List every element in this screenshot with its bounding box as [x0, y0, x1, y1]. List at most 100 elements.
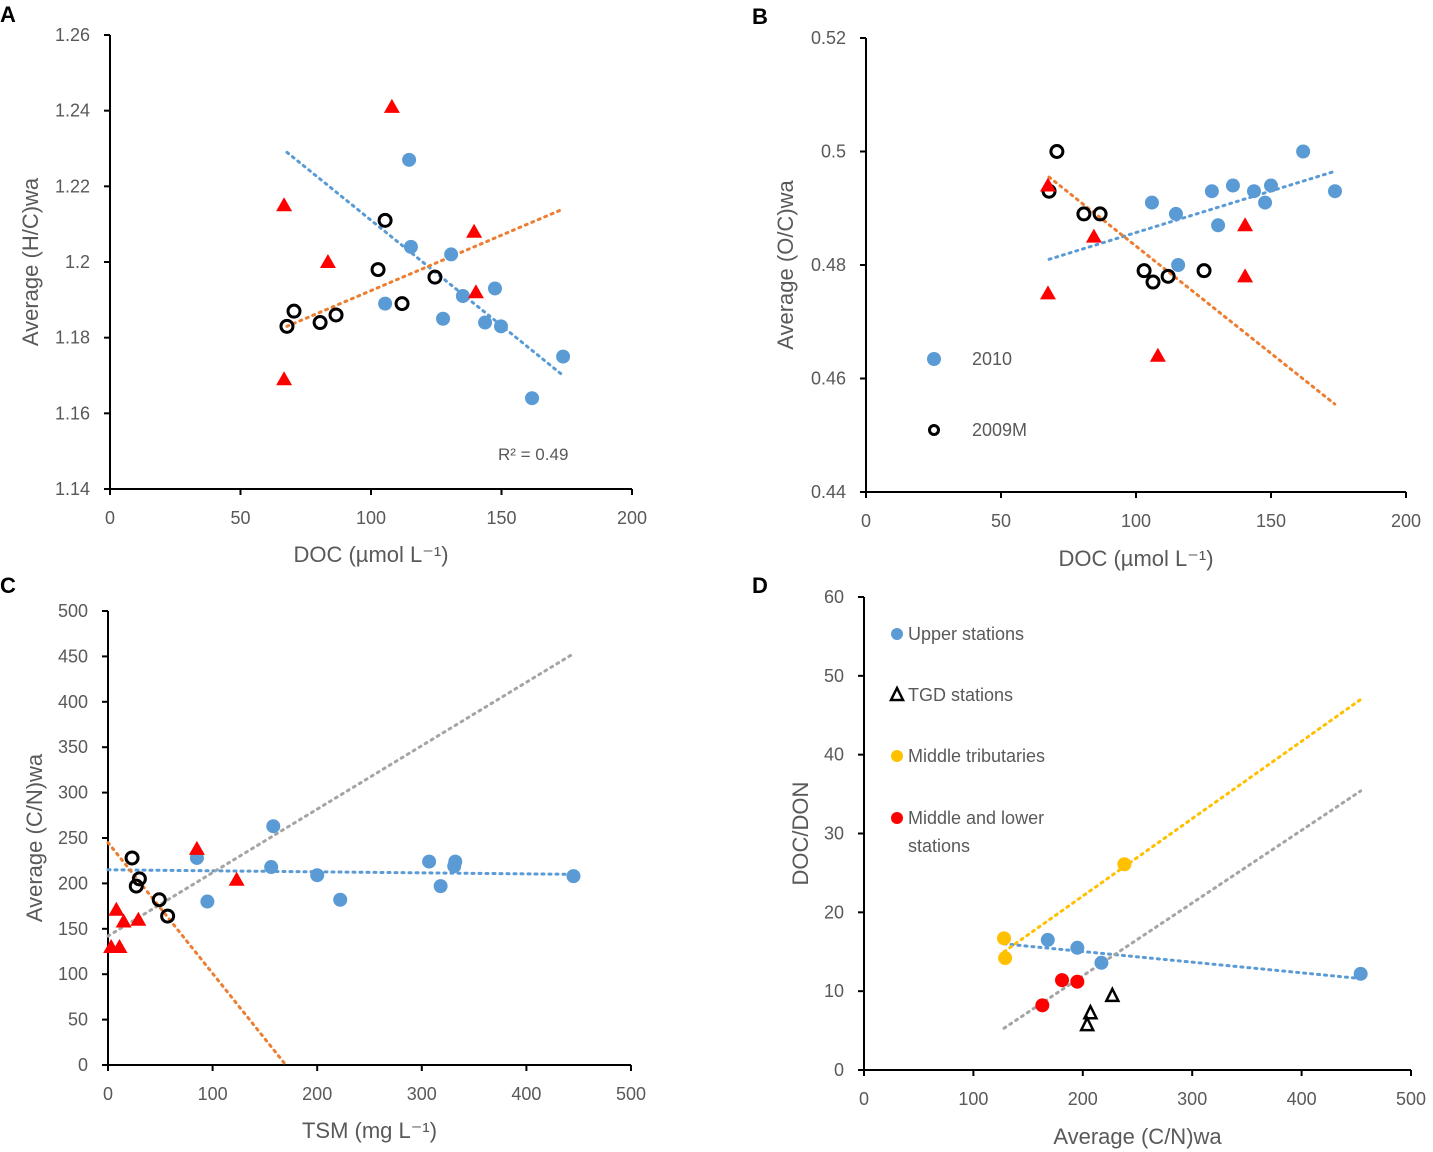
y-tick-label: 40 — [824, 745, 844, 765]
data-point-2010 — [422, 854, 437, 869]
data-point-2010 — [1171, 258, 1186, 272]
panel-C: C 0 100 200 300 400 500 0 50 100 150 200 250 300 350 40… — [0, 573, 646, 1143]
data-point-tgd-stations — [1104, 986, 1121, 1003]
data-point-triangles — [466, 223, 483, 238]
data-point-2009m — [131, 871, 147, 887]
data-point-2010 — [1258, 195, 1273, 210]
legend-marker-middle-tributaries — [891, 750, 903, 762]
x-tick-label: 500 — [1396, 1089, 1426, 1109]
y-tick-label: 0 — [78, 1055, 88, 1075]
y-tick-label: 1.26 — [55, 25, 90, 45]
data-point-2009m — [286, 303, 302, 319]
legend-marker-upper-stations — [891, 628, 903, 640]
y-axis-title: Average (H/C)wa — [18, 177, 43, 346]
x-tick-label: 100 — [356, 508, 386, 528]
y-tick-label: 50 — [68, 1010, 88, 1030]
data-point-2010 — [402, 152, 417, 167]
data-point-2010 — [1144, 195, 1159, 210]
data-point-triangles — [467, 284, 484, 299]
data-point-triangles — [276, 197, 293, 212]
y-tick-label: 0.5 — [821, 142, 846, 162]
trendline-gray — [1002, 789, 1363, 1030]
legend-marker-tgd-stations — [888, 685, 906, 702]
data-point-2010 — [200, 894, 215, 909]
x-tick-label: 0 — [105, 508, 115, 528]
data-point-tgd-stations — [1082, 1003, 1099, 1020]
trendline-blue — [106, 868, 575, 876]
data-point-2010 — [403, 239, 418, 254]
y-tick-label: 60 — [824, 587, 844, 607]
data-point-2009m — [394, 296, 410, 312]
data-point-triangles — [276, 371, 293, 386]
y-tick-label: 500 — [58, 601, 88, 621]
y-tick-label: 0.46 — [811, 369, 846, 389]
x-tick-label: 100 — [198, 1084, 228, 1104]
y-tick-label: 0.44 — [811, 482, 846, 502]
x-tick-label: 50 — [230, 508, 250, 528]
data-point-2009m — [370, 262, 386, 278]
x-tick-label: 0 — [861, 511, 871, 531]
data-point-tgd-stations — [1079, 1015, 1096, 1032]
r-squared-annotation: R² = 0.49 — [498, 445, 568, 464]
legend-marker-2009m — [928, 424, 940, 436]
trendline-blue — [285, 150, 565, 377]
legend-marker-2010 — [927, 352, 941, 366]
data-point-2009m — [427, 269, 443, 285]
x-tick-label: 150 — [1256, 511, 1286, 531]
y-tick-label: 1.22 — [55, 176, 90, 196]
panel-label: A — [0, 2, 16, 27]
data-point-triangles — [1085, 228, 1102, 243]
y-tick-label: 1.16 — [55, 403, 90, 423]
data-point-2010 — [556, 349, 571, 364]
data-point-2010 — [478, 315, 493, 330]
data-point-2010 — [378, 296, 393, 311]
data-point-2010 — [448, 854, 463, 869]
data-point-2010 — [433, 879, 448, 894]
data-point-triangles — [130, 911, 147, 926]
x-tick-label: 100 — [958, 1089, 988, 1109]
y-tick-label: 0 — [834, 1060, 844, 1080]
y-tick-label: 1.24 — [55, 101, 90, 121]
trendline-blue — [1002, 942, 1363, 981]
data-point-2009m — [1092, 206, 1108, 222]
data-point-triangles — [108, 901, 125, 916]
y-tick-label: 50 — [824, 666, 844, 686]
data-point-2009m — [1136, 263, 1152, 279]
data-point-triangles — [115, 913, 132, 928]
x-tick-label: 400 — [511, 1084, 541, 1104]
x-tick-label: 200 — [1391, 511, 1421, 531]
data-point-2010 — [264, 860, 279, 875]
data-point-2010 — [1264, 178, 1278, 193]
legend-label-middle-and-lower-stations: Middle and lower — [908, 808, 1044, 828]
trendline-blue — [1047, 169, 1337, 261]
data-point-triangles — [1149, 347, 1166, 362]
y-tick-label: 300 — [58, 783, 88, 803]
trendline-orange — [1047, 175, 1337, 406]
data-point-middle-tributaries — [997, 931, 1012, 946]
data-point-2010 — [493, 319, 508, 334]
x-axis-title: DOC (µmol L⁻¹) — [1058, 546, 1213, 571]
data-point-2010 — [1204, 184, 1219, 199]
x-tick-label: 200 — [617, 508, 647, 528]
data-point-triangles — [383, 98, 400, 113]
data-point-middle-and-lower-stations — [1035, 998, 1050, 1013]
y-tick-label: 10 — [824, 981, 844, 1001]
x-tick-label: 300 — [1177, 1089, 1207, 1109]
legend-label-middle-and-lower-stations-line2: stations — [908, 836, 970, 856]
x-axis-title: DOC (µmol L⁻¹) — [293, 542, 448, 567]
data-point-2010 — [1225, 178, 1240, 193]
trendline-orange — [285, 207, 565, 328]
data-point-upper-stations — [1353, 966, 1368, 981]
data-point-2009m — [1160, 268, 1176, 284]
y-tick-label: 150 — [58, 919, 88, 939]
y-tick-label: 1.2 — [65, 252, 90, 272]
legend-label-middle-tributaries: Middle tributaries — [908, 746, 1045, 766]
data-point-2010 — [525, 391, 540, 406]
panel-A: A 0 50 100 150 200 1.14 1.16 1.18 1.2 1.22 1.24 1.26… — [0, 2, 647, 567]
data-point-2009m — [377, 212, 393, 228]
data-point-2009m — [1145, 274, 1161, 290]
data-point-2009m — [279, 318, 295, 334]
data-point-2009m — [1049, 144, 1065, 159]
x-tick-label: 0 — [103, 1084, 113, 1104]
